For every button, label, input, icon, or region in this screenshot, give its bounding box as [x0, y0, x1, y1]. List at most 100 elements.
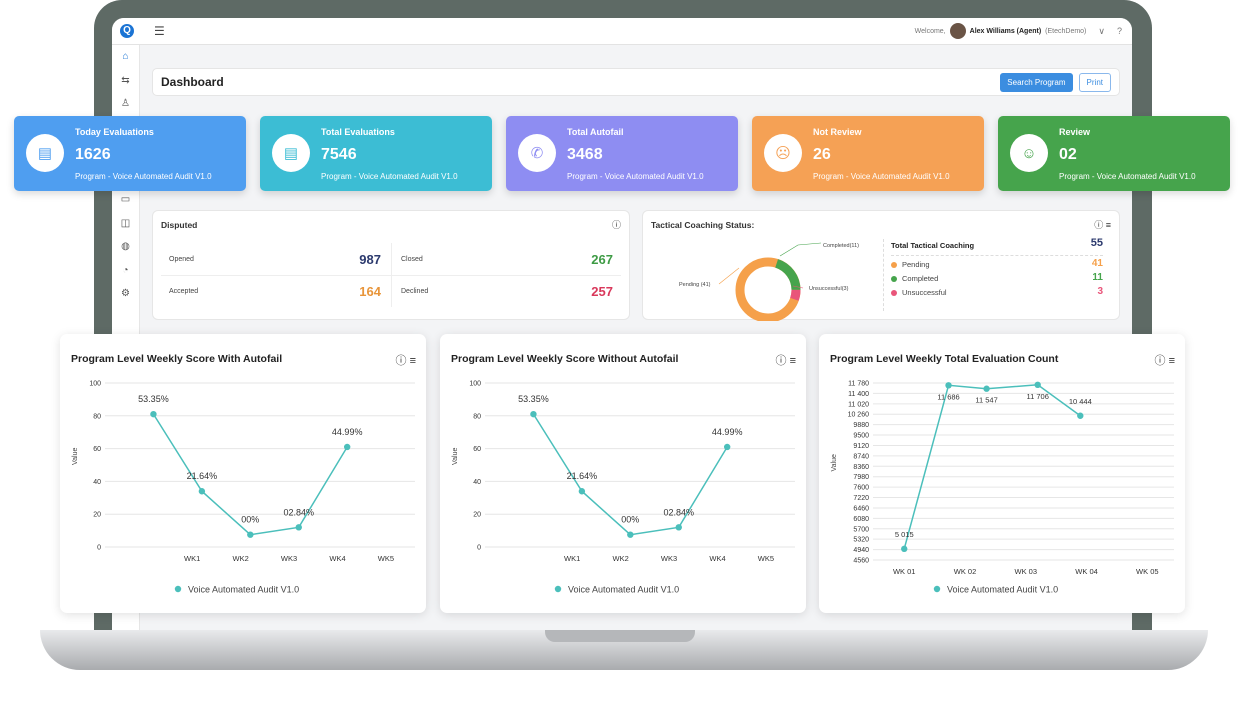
y-tick-label: 0	[97, 545, 101, 552]
x-tick-label: WK4	[329, 554, 345, 563]
data-point[interactable]	[343, 443, 351, 451]
user-menu[interactable]: Welcome, Alex Williams (Agent) (EtechDem…	[915, 23, 1122, 39]
data-point[interactable]	[627, 531, 634, 538]
page-title: Dashboard	[161, 75, 224, 89]
chart-panel: Value 11 780 11 400 11 020 10 260 9880 9500 912…	[819, 334, 1185, 613]
data-point[interactable]	[247, 531, 254, 538]
x-tick-label: WK 03	[1015, 567, 1038, 576]
legend-label[interactable]: Voice Automated Audit V1.0	[947, 585, 1058, 595]
declined-value[interactable]: 257	[591, 284, 613, 299]
data-label: 53.35%	[518, 394, 549, 404]
info-menu-icons[interactable]: ⓘ ≡	[775, 355, 796, 367]
org-name: (EtechDemo)	[1045, 27, 1087, 35]
search-program-button[interactable]: Search Program	[1000, 72, 1073, 92]
y-tick-label: 100	[469, 381, 481, 388]
y-tick-label: 60	[93, 446, 101, 453]
y-tick-label: 4940	[853, 547, 869, 554]
x-tick-label: WK2	[612, 554, 628, 563]
transfer-icon[interactable]: ⇆	[121, 74, 130, 86]
data-point[interactable]	[530, 410, 537, 418]
closed-label: Closed	[401, 256, 423, 263]
data-point[interactable]	[1034, 381, 1041, 389]
info-menu-icons[interactable]: ⓘ ≡	[1154, 355, 1175, 367]
closed-value[interactable]: 267	[591, 252, 613, 267]
data-label: 44.99%	[332, 427, 363, 437]
info-menu-icons[interactable]: ⓘ ≡	[395, 355, 416, 367]
accepted-value[interactable]: 164	[359, 284, 381, 299]
data-point[interactable]	[723, 443, 731, 451]
y-tick-label: 4560	[853, 558, 869, 565]
data-label: 00%	[241, 515, 259, 525]
data-point[interactable]	[295, 524, 302, 531]
pie-icon[interactable]: ◔	[122, 264, 129, 276]
y-axis-label: Value	[452, 448, 459, 465]
line-chart: Value 100 80 60 40 20 0 WK1 WK2 WK3 WK4 WK5 53.35% 21…	[452, 381, 795, 595]
data-point[interactable]	[983, 385, 990, 392]
data-point[interactable]	[945, 382, 952, 389]
y-axis-label: Value	[72, 448, 79, 465]
y-tick-label: 20	[93, 512, 101, 519]
donut-label-pending: Pending (41)	[679, 282, 711, 288]
globe-icon[interactable]: ◍	[121, 241, 130, 252]
x-tick-label: WK3	[281, 554, 297, 563]
book-icon[interactable]: ◫	[120, 217, 131, 229]
x-tick-label: WK 05	[1136, 567, 1159, 576]
data-point[interactable]	[1077, 412, 1084, 419]
chart-title: Program Level Weekly Score With Autofail	[71, 353, 283, 365]
data-label: 21.64%	[187, 471, 218, 481]
x-tick-label: WK4	[709, 554, 725, 563]
info-icon[interactable]: ⓘ	[611, 220, 621, 230]
dashboard-header: Dashboard Search Program Print	[152, 68, 1120, 96]
data-point[interactable]	[901, 545, 908, 553]
help-icon[interactable]: ?	[1116, 26, 1122, 36]
y-tick-label: 9500	[853, 433, 869, 440]
card-icon: ▤	[272, 134, 310, 172]
y-tick-label: 6460	[853, 505, 869, 512]
stat-card[interactable]: ☹ Not Review 26 Program - Voice Automate…	[752, 116, 984, 191]
home-icon[interactable]: ⌂	[122, 51, 129, 62]
menu-icon[interactable]: ☰	[154, 24, 165, 38]
data-label: 21.64%	[567, 471, 598, 481]
y-axis-label: Value	[831, 454, 838, 471]
app-logo: Q	[120, 24, 134, 38]
y-tick-label: 10 260	[848, 412, 870, 419]
legend-label: Completed	[902, 274, 939, 283]
y-tick-label: 20	[473, 512, 481, 519]
data-point[interactable]	[675, 524, 682, 531]
chevron-down-icon[interactable]: ∨	[1098, 25, 1105, 36]
legend-item[interactable]: Pending	[891, 260, 930, 269]
data-point[interactable]	[198, 488, 206, 495]
card-title: Total Autofail	[567, 127, 624, 137]
data-label: 5 015	[895, 530, 914, 539]
total-label: Total Tactical Coaching	[891, 241, 975, 250]
x-tick-label: WK1	[184, 554, 200, 563]
print-button[interactable]: Print	[1078, 72, 1111, 92]
legend-label[interactable]: Voice Automated Audit V1.0	[568, 585, 679, 595]
data-label: 11 706	[1027, 392, 1049, 401]
data-point[interactable]	[578, 488, 586, 495]
stat-card[interactable]: ☺ Review 02 Program - Voice Automated Au…	[998, 116, 1230, 191]
y-tick-label: 11 400	[848, 391, 869, 398]
opened-value[interactable]: 987	[359, 252, 381, 267]
info-menu-icons[interactable]: ⓘ ≡	[1094, 220, 1111, 230]
data-point[interactable]	[150, 410, 157, 418]
laptop-notch	[545, 630, 695, 642]
legend-item[interactable]: Unsuccessful	[891, 288, 947, 297]
data-label: 10 444	[1069, 397, 1092, 406]
legend-item[interactable]: Completed	[891, 274, 938, 283]
y-tick-label: 80	[473, 413, 481, 420]
stat-card[interactable]: ▤ Today Evaluations 1626 Program - Voice…	[14, 116, 246, 191]
data-label: 44.99%	[712, 427, 743, 437]
legend-label[interactable]: Voice Automated Audit V1.0	[188, 585, 299, 595]
gear-icon[interactable]: ⚙	[121, 288, 130, 299]
y-tick-label: 60	[473, 446, 481, 453]
stat-card[interactable]: ▤ Total Evaluations 7546 Program - Voice…	[260, 116, 492, 191]
card-value: 7546	[321, 146, 357, 163]
opened-label: Opened	[169, 256, 194, 263]
top-bar: Q ☰ Welcome, Alex Williams (Agent) (Etec…	[112, 18, 1132, 45]
user-icon[interactable]: ♙	[121, 98, 130, 109]
donut-slice-unsuccessful[interactable]	[735, 257, 801, 321]
monitor-icon[interactable]: ▭	[120, 194, 131, 205]
stat-card[interactable]: ✆ Total Autofail 3468 Program - Voice Au…	[506, 116, 738, 191]
legend-value: 3	[1097, 286, 1103, 297]
